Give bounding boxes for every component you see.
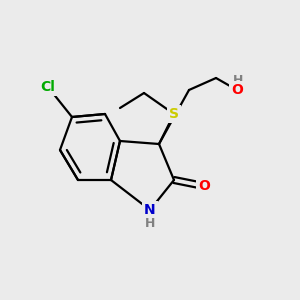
Text: O: O — [231, 83, 243, 97]
Text: Cl: Cl — [40, 80, 56, 94]
Text: H: H — [233, 74, 244, 88]
Text: O: O — [198, 179, 210, 193]
Text: H: H — [145, 217, 155, 230]
Text: N: N — [144, 203, 156, 217]
Text: S: S — [169, 107, 179, 121]
